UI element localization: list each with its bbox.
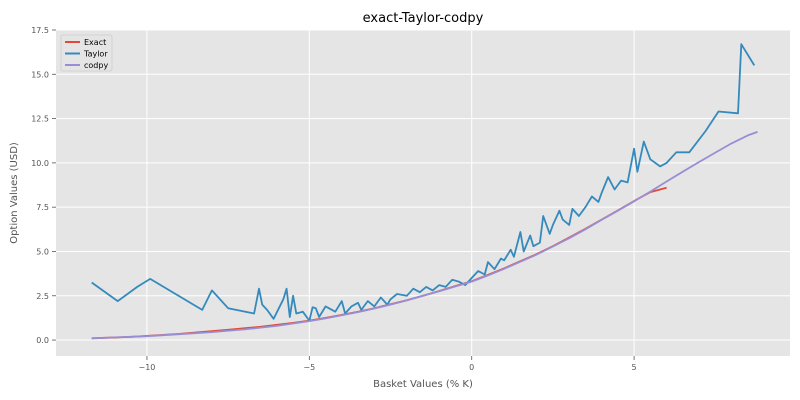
y-tick-label: 10.0 <box>31 159 49 168</box>
y-tick-label: 15.0 <box>31 70 49 79</box>
x-axis-ticks: −10 −5 0 5 <box>138 356 637 372</box>
plot-background <box>56 30 790 356</box>
x-tick-label: −5 <box>303 363 315 372</box>
y-tick-label: 17.5 <box>31 26 49 35</box>
legend-label-taylor: Taylor <box>83 50 108 59</box>
y-tick-label: 5.0 <box>36 247 49 256</box>
x-axis-label: Basket Values (% K) <box>373 379 473 390</box>
series-line-taylor <box>91 43 756 322</box>
y-tick-label: 0.0 <box>36 336 49 345</box>
series-line-codpy <box>91 131 758 340</box>
x-tick-label: 5 <box>632 363 637 372</box>
x-tick-label: 0 <box>469 363 474 372</box>
y-tick-label: 12.5 <box>31 115 49 124</box>
legend: Exact Taylor codpy <box>60 34 113 72</box>
y-tick-label: 2.5 <box>36 292 49 301</box>
y-axis-label: Option Values (USD) <box>9 142 20 244</box>
y-axis-ticks: 0.0 2.5 5.0 7.5 10.0 12.5 15.0 17.5 <box>31 26 56 345</box>
series-layer <box>91 43 758 340</box>
legend-label-exact: Exact <box>84 38 106 47</box>
y-tick-label: 7.5 <box>36 203 49 212</box>
legend-label-codpy: codpy <box>84 61 108 70</box>
legend-box <box>60 34 113 72</box>
x-tick-label: −10 <box>138 363 155 372</box>
chart-title: exact-Taylor-codpy <box>363 11 484 26</box>
